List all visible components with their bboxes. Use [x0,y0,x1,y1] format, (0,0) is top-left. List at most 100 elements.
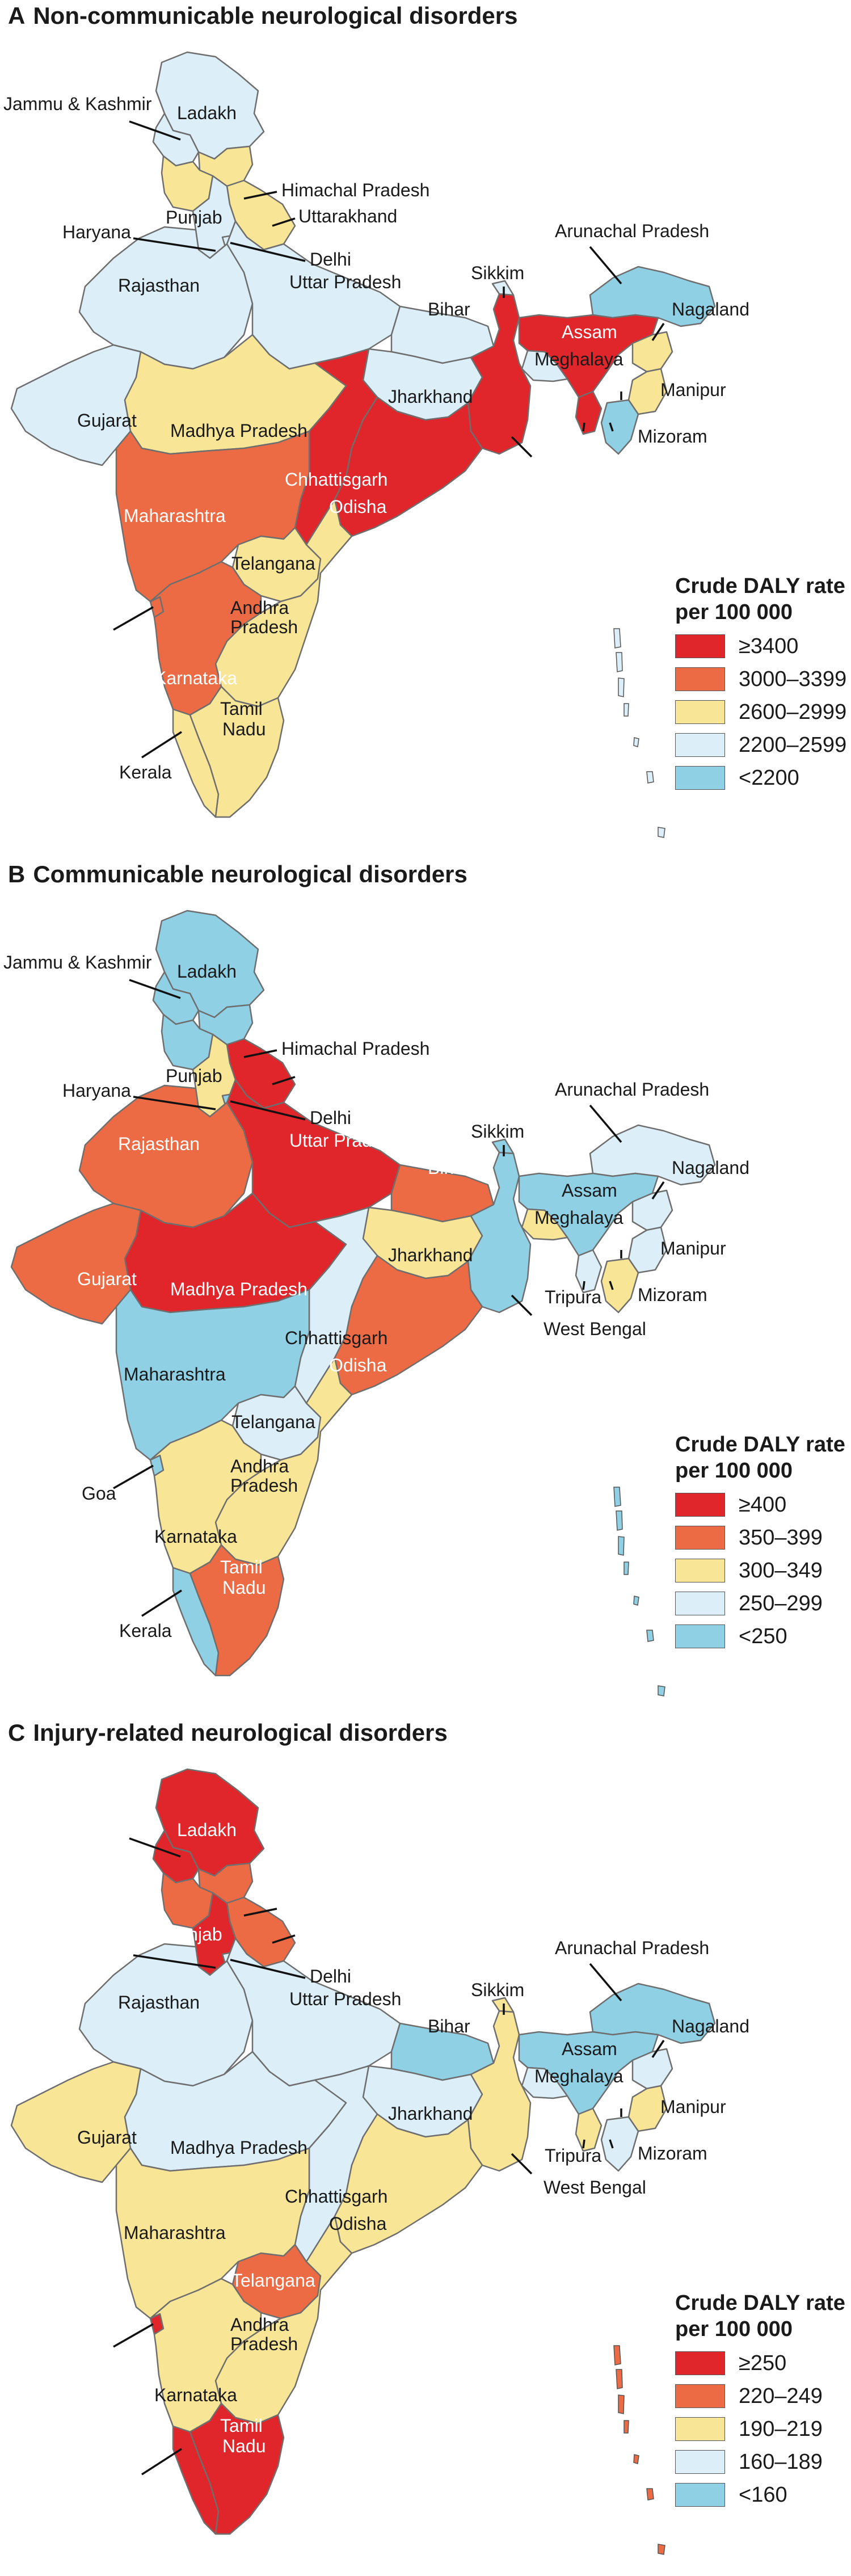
panel-title-text: Communicable neurological disorders [33,861,467,887]
legend-swatch [675,1559,725,1582]
label-ladakh: Ladakh [177,1820,237,1840]
state-tripura [575,390,603,435]
label-arunachal-pradesh: Arunachal Pradesh [555,1079,709,1100]
state-meghalaya [521,1208,568,1241]
legend-swatch [675,667,725,691]
island-group [613,2345,665,2555]
state-manipur [627,368,668,415]
legend-swatch [675,634,725,658]
legend: Crude DALY rate per 100 000 ≥3400 3000–33… [675,573,846,794]
legend-swatch [675,1493,725,1517]
label-uttar-pradesh: Uttar Pradesh [289,1130,401,1151]
label-manipur: Manipur [660,380,726,400]
legend-row: 3000–3399 [675,663,846,696]
legend-swatch [675,1592,725,1615]
legend-row: 250–299 [675,1587,845,1620]
label-goa: Goa [82,1483,116,1504]
label-jammu-kashmir: Jammu & Kashmir [3,1811,152,1831]
label-sikkim: Sikkim [471,1121,524,1142]
label-goa: Goa [82,625,116,645]
panel-title-text: Non-communicable neurological disorders [33,2,518,29]
label-pradesh: Pradesh [230,2334,298,2354]
label-uttarakhand: Uttarakhand [298,1064,397,1085]
legend-title-line-2: per 100 000 [675,1459,793,1483]
label-andhra: Andhra [230,2314,289,2335]
label-meghalaya: Meghalaya [534,2066,623,2086]
label-uttar-pradesh: Uttar Pradesh [289,272,401,292]
label-tripura: Tripura [545,1287,601,1307]
label-ladakh: Ladakh [177,103,237,123]
legend-swatch [675,1526,725,1550]
label-gujarat: Gujarat [77,2127,137,2148]
label-maharashtra: Maharashtra [124,2223,226,2243]
label-kerala: Kerala [119,1620,172,1641]
label-jammu-kashmir: Jammu & Kashmir [3,952,152,973]
legend-row: 2200–2599 [675,729,846,761]
label-sikkim: Sikkim [471,1980,524,2000]
label-jammu-kashmir: Jammu & Kashmir [3,94,152,114]
map-panel-c: Jammu & Kashmir Ladakh Himachal Pradesh … [0,1717,851,2575]
state-meghalaya [521,2066,568,2099]
legend-row: 350–399 [675,1521,845,1554]
label-gujarat: Gujarat [77,410,137,431]
legend-title: Crude DALY rate per 100 000 [675,573,846,625]
legend-row: 300–349 [675,1554,845,1587]
label-karnataka: Karnataka [154,668,237,688]
legend-row: <250 [675,1620,845,1653]
state-meghalaya [521,350,568,382]
legend-label: ≥400 [739,1492,787,1517]
label-nadu: Nadu [222,2436,266,2456]
legend-row: ≥250 [675,2347,845,2380]
label-west-bengal: West Bengal [544,1319,646,1339]
legend-row: <160 [675,2478,845,2511]
label-nadu: Nadu [222,719,266,739]
label-maharashtra: Maharashtra [124,506,226,526]
label-assam: Assam [562,1180,617,1201]
legend: Crude DALY rate per 100 000 ≥250 220–249 … [675,2290,845,2511]
label-bihar: Bihar [428,299,470,319]
label-kerala: Kerala [119,2479,172,2499]
legend-swatch [675,700,725,724]
label-madhya-pradesh: Madhya Pradesh [170,1279,307,1299]
legend-label: <250 [739,1624,787,1648]
label-arunachal-pradesh: Arunachal Pradesh [555,221,709,241]
label-haryana: Haryana [62,1080,131,1101]
state-tamil-nadu [189,1544,285,1677]
map-panel-a: Jammu & Kashmir Ladakh Himachal Pradesh … [0,0,851,858]
island-group [613,1487,665,1697]
state-odisha [334,396,483,537]
label-tamil: Tamil [220,698,263,719]
label-pradesh: Pradesh [230,617,298,637]
state-west-bengal [467,293,532,455]
label-telangana: Telangana [231,2270,315,2291]
state-karnataka [149,2278,262,2433]
label-mizoram: Mizoram [638,1285,707,1305]
label-sikkim: Sikkim [471,263,524,283]
state-west-bengal [467,2010,532,2172]
panel-letter: A [8,2,26,29]
label-arunachal-pradesh: Arunachal Pradesh [555,1938,709,1958]
label-rajasthan: Rajasthan [118,1992,200,2013]
label-odisha: Odisha [329,2213,387,2234]
label-assam: Assam [562,2039,617,2059]
legend-swatch [675,733,725,757]
legend-row: 2600–2999 [675,696,846,729]
label-punjab: Punjab [166,207,222,228]
label-odisha: Odisha [329,1355,387,1375]
label-madhya-pradesh: Madhya Pradesh [170,2137,307,2158]
label-mizoram: Mizoram [638,426,707,447]
label-mizoram: Mizoram [638,2143,707,2163]
label-himachal-pradesh: Himachal Pradesh [281,1038,429,1059]
india-map: Jammu & Kashmir Ladakh Himachal Pradesh … [3,910,749,1697]
legend-title-line-1: Crude DALY rate [675,1433,845,1457]
legend-row: ≥3400 [675,630,846,663]
legend-title-line-2: per 100 000 [675,2317,793,2341]
label-meghalaya: Meghalaya [534,1207,623,1228]
island-group [613,628,665,838]
state-mizoram [600,399,639,455]
legend-row: 190–219 [675,2413,845,2445]
india-map: Jammu & Kashmir Ladakh Himachal Pradesh … [3,1768,749,2555]
legend-swatch [675,2450,725,2474]
legend-swatch [675,1624,725,1648]
state-odisha [334,2113,483,2254]
